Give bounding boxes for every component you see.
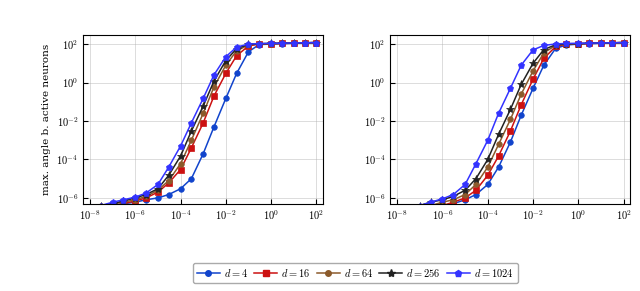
Legend: $d = 4$, $d = 16$, $d = 64$, $d = 256$, $d = 1024$: $d = 4$, $d = 16$, $d = 64$, $d = 256$, … (193, 262, 518, 283)
Y-axis label: max. angle b. active neurons: max. angle b. active neurons (42, 44, 51, 195)
